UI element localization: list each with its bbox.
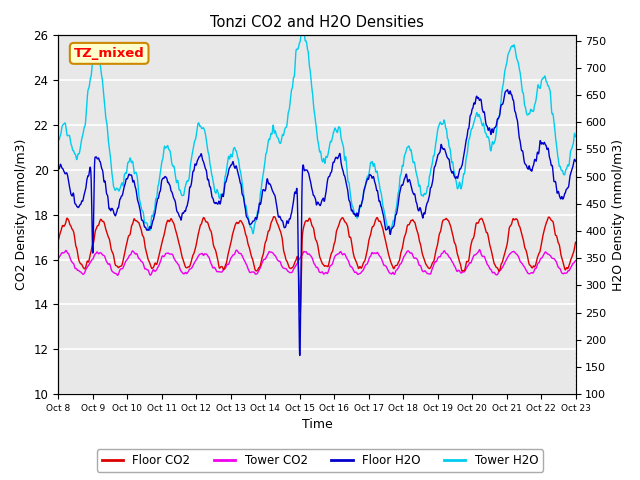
Legend: Floor CO2, Tower CO2, Floor H2O, Tower H2O: Floor CO2, Tower CO2, Floor H2O, Tower H…: [97, 449, 543, 472]
Title: Tonzi CO2 and H2O Densities: Tonzi CO2 and H2O Densities: [210, 15, 424, 30]
Y-axis label: CO2 Density (mmol/m3): CO2 Density (mmol/m3): [15, 139, 28, 290]
Y-axis label: H2O Density (mmol/m3): H2O Density (mmol/m3): [612, 139, 625, 291]
Text: TZ_mixed: TZ_mixed: [74, 47, 145, 60]
X-axis label: Time: Time: [301, 419, 332, 432]
